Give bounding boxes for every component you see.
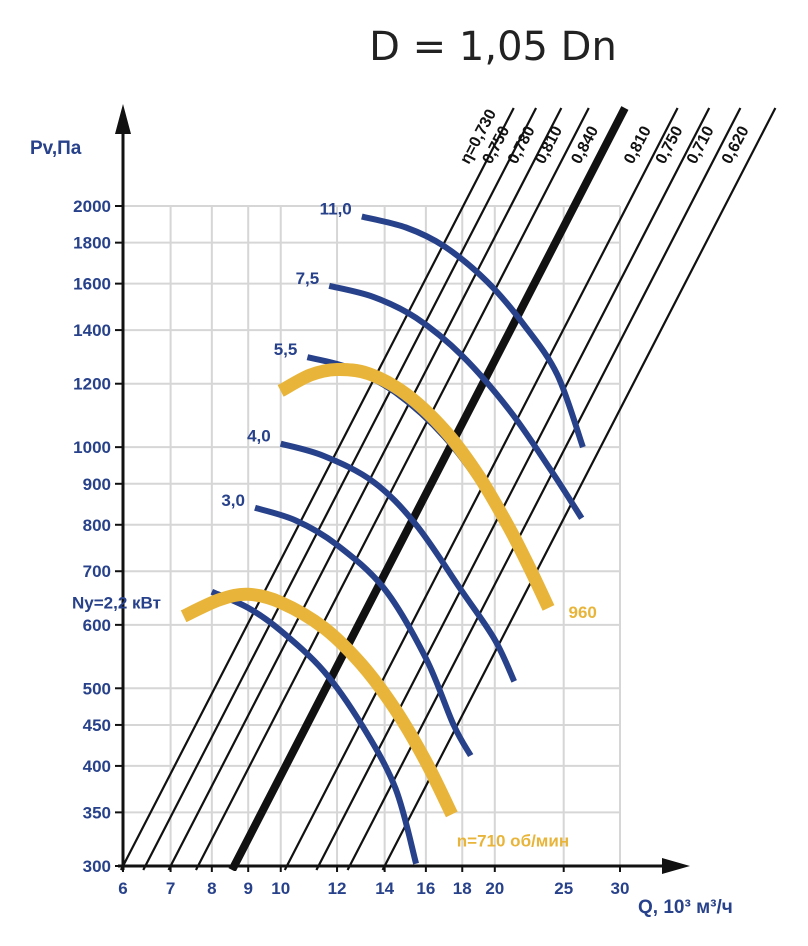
x-axis-label: Q, 10³ м³/ч (638, 897, 733, 918)
x-axis-arrow (662, 858, 690, 874)
x-tick-label: 30 (611, 879, 630, 898)
x-tick-label: 20 (485, 879, 504, 898)
power-curve-label: 4,0 (247, 427, 271, 446)
chart-title: D = 1,05 Dn (369, 24, 617, 70)
power-curve-label: Ny=2,2 кВт (72, 594, 161, 613)
y-tick-label: 450 (83, 716, 111, 735)
speed-curves (180, 362, 555, 818)
efficiency-line (228, 106, 629, 871)
curve-labels: Ny=2,2 кВт 3,0 4,0 5,5 7,5 11,0 n=710 об/мин 96… (72, 200, 597, 851)
y-tick-label: 350 (83, 803, 111, 822)
y-tick-label: 1800 (73, 234, 111, 253)
tick-labels: 300 350 400 450 500 600 700 800 900 1000 1200 1400 1… (73, 197, 629, 898)
x-tick-label: 7 (166, 879, 175, 898)
power-curve (210, 588, 419, 865)
y-tick-label: 2000 (73, 197, 111, 216)
efficiency-line (315, 107, 711, 871)
y-tick-label: 1000 (73, 438, 111, 457)
y-tick-label: 700 (83, 562, 111, 581)
y-tick-label: 800 (83, 516, 111, 535)
speed-curve (180, 587, 458, 818)
x-tick-label: 12 (328, 879, 347, 898)
y-axis-label: Pv,Па (30, 138, 82, 159)
power-curve (254, 504, 474, 758)
y-tick-label: 400 (83, 757, 111, 776)
efficiency-lines (119, 106, 777, 871)
power-curve-label: 3,0 (221, 491, 245, 510)
efficiency-line (346, 107, 742, 871)
speed-curve-label: 960 (569, 603, 597, 622)
power-curve (328, 282, 585, 520)
axes (115, 104, 690, 874)
x-tick-label: 10 (271, 879, 290, 898)
y-axis-arrow (115, 104, 131, 134)
power-curve (279, 440, 517, 683)
efficiency-line (119, 107, 515, 871)
power-curve (361, 213, 586, 449)
efficiency-line (142, 107, 538, 871)
y-tick-label: 1400 (73, 321, 111, 340)
x-tick-label: 16 (416, 879, 435, 898)
y-tick-label: 1200 (73, 375, 111, 394)
power-curve-label: 7,5 (296, 269, 320, 288)
y-tick-label: 600 (83, 616, 111, 635)
y-tick-label: 900 (83, 475, 111, 494)
x-tick-label: 6 (118, 879, 127, 898)
power-curve-label: 11,0 (320, 200, 352, 219)
y-tick-label: 300 (83, 857, 111, 876)
x-tick-label: 8 (207, 879, 216, 898)
x-tick-label: 9 (243, 879, 252, 898)
efficiency-line (167, 107, 563, 871)
power-curve-label: 5,5 (274, 340, 298, 359)
x-tick-label: 18 (453, 879, 472, 898)
speed-curve-label: n=710 об/мин (457, 831, 569, 850)
efficiency-line (381, 107, 777, 871)
x-tick-label: 25 (554, 879, 573, 898)
y-tick-label: 500 (83, 679, 111, 698)
efficiency-line (194, 107, 590, 871)
y-tick-label: 1600 (73, 275, 111, 294)
x-tick-label: 14 (375, 879, 394, 898)
speed-curve (277, 362, 555, 611)
